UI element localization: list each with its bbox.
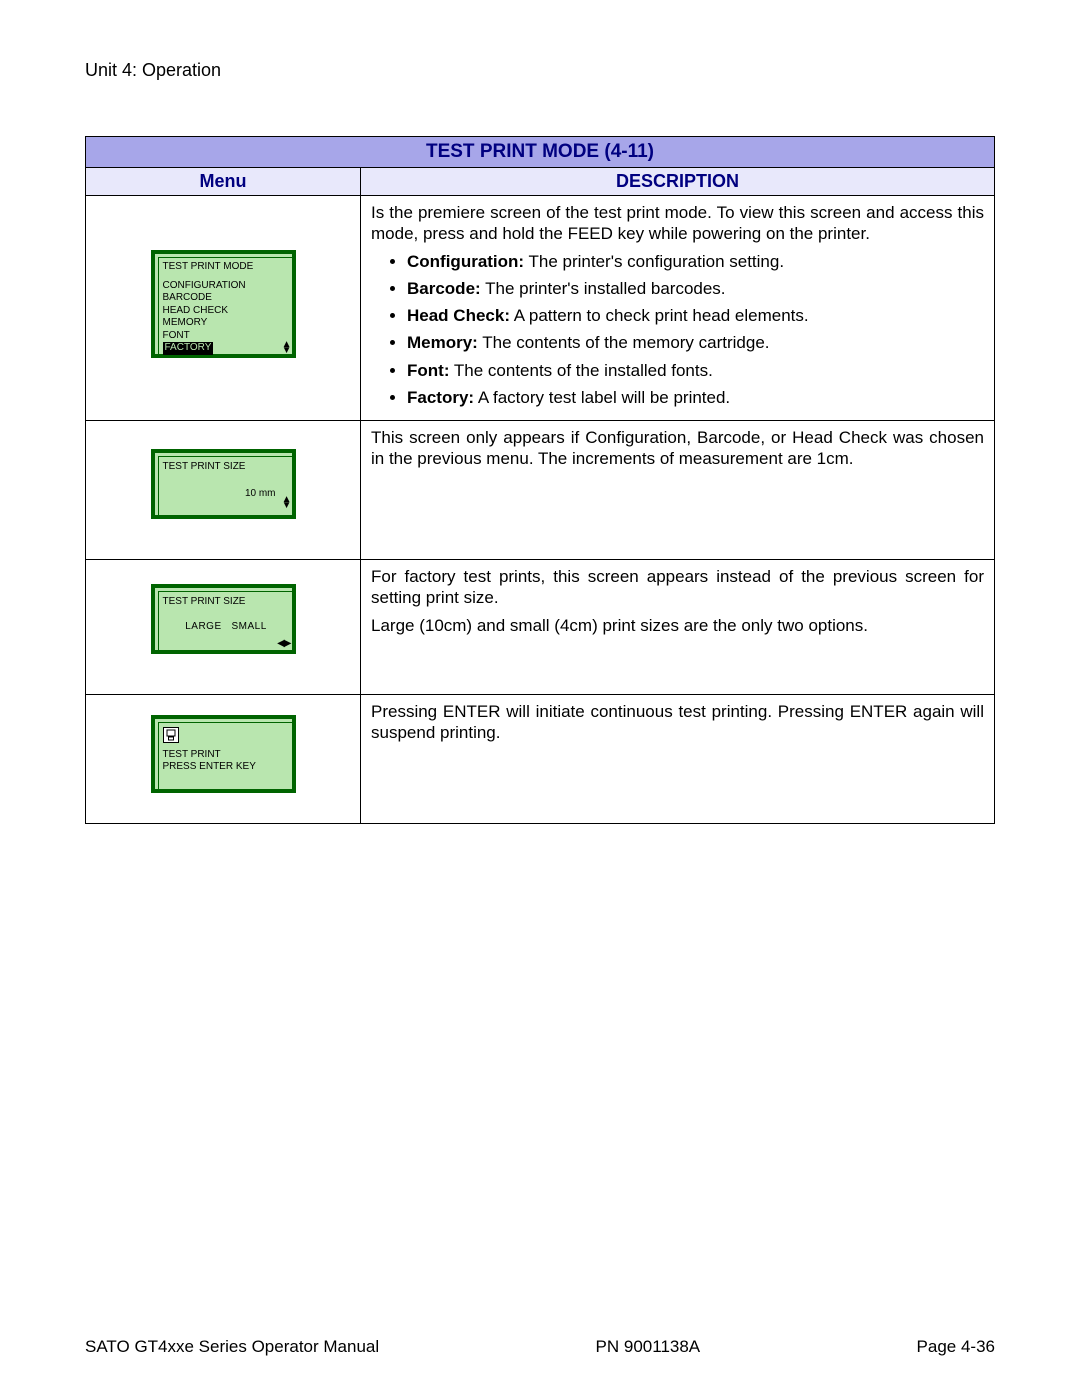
lcd-option: FONT — [163, 330, 290, 343]
lcd-option-small: SMALL — [231, 621, 266, 632]
lcd-line2: PRESS ENTER KEY — [163, 761, 290, 773]
leftright-arrows-icon: ◀▶ — [277, 639, 290, 649]
lcd-line1: TEST PRINT — [163, 749, 290, 761]
col-header-description: DESCRIPTION — [361, 168, 995, 196]
table-row: TEST PRINT MODE CONFIGURATIONBARCODEHEAD… — [86, 196, 995, 421]
footer-part-number: PN 9001138A — [596, 1337, 701, 1357]
bullet-item: Memory: The contents of the memory cartr… — [407, 332, 984, 353]
bullet-item: Factory: A factory test label will be pr… — [407, 387, 984, 408]
col-header-menu: Menu — [86, 168, 361, 196]
lcd-option: HEAD CHECK — [163, 305, 290, 318]
lcd-screen-test-print-size-mm: TEST PRINT SIZE 10 mm ▲▼ — [151, 449, 296, 519]
lcd-option: FACTORY — [163, 342, 290, 355]
description-text: For factory test prints, this screen app… — [371, 566, 984, 609]
lcd-title: TEST PRINT SIZE — [163, 596, 290, 609]
bullet-item: Configuration: The printer's configurati… — [407, 251, 984, 272]
description-text: Is the premiere screen of the test print… — [371, 202, 984, 245]
description-text: Pressing ENTER will initiate continuous … — [371, 701, 984, 744]
table-row: TEST PRINT PRESS ENTER KEY Pressing ENTE… — [86, 695, 995, 824]
bullet-item: Font: The contents of the installed font… — [407, 360, 984, 381]
page-footer: SATO GT4xxe Series Operator Manual PN 90… — [85, 1337, 995, 1357]
footer-page-number: Page 4-36 — [917, 1337, 995, 1357]
description-text: This screen only appears if Configuratio… — [371, 427, 984, 470]
bullet-item: Barcode: The printer's installed barcode… — [407, 278, 984, 299]
lcd-option: CONFIGURATION — [163, 280, 290, 293]
lcd-option: MEMORY — [163, 317, 290, 330]
print-icon — [163, 727, 179, 743]
updown-arrows-icon: ▲▼ — [282, 497, 292, 509]
lcd-option-large: LARGE — [185, 621, 221, 632]
description-bullets: Configuration: The printer's configurati… — [371, 251, 984, 409]
lcd-title: TEST PRINT MODE — [163, 261, 290, 274]
table-row: TEST PRINT SIZE LARGE SMALL ◀▶ For facto… — [86, 560, 995, 695]
lcd-screen-test-print-size-large-small: TEST PRINT SIZE LARGE SMALL ◀▶ — [151, 584, 296, 654]
lcd-option: BARCODE — [163, 292, 290, 305]
bullet-item: Head Check: A pattern to check print hea… — [407, 305, 984, 326]
mode-table: TEST PRINT MODE (4-11) Menu DESCRIPTION … — [85, 136, 995, 824]
table-title: TEST PRINT MODE (4-11) — [86, 137, 995, 168]
footer-manual-title: SATO GT4xxe Series Operator Manual — [85, 1337, 379, 1357]
lcd-screen-test-print-enter: TEST PRINT PRESS ENTER KEY — [151, 715, 296, 793]
table-row: TEST PRINT SIZE 10 mm ▲▼ This screen onl… — [86, 421, 995, 560]
updown-arrows-icon: ▲▼ — [282, 342, 292, 354]
lcd-title: TEST PRINT SIZE — [163, 461, 290, 474]
description-text: Large (10cm) and small (4cm) print sizes… — [371, 615, 984, 636]
lcd-screen-test-print-mode: TEST PRINT MODE CONFIGURATIONBARCODEHEAD… — [151, 250, 296, 358]
unit-header: Unit 4: Operation — [85, 60, 995, 81]
lcd-value: 10 mm — [163, 488, 290, 501]
